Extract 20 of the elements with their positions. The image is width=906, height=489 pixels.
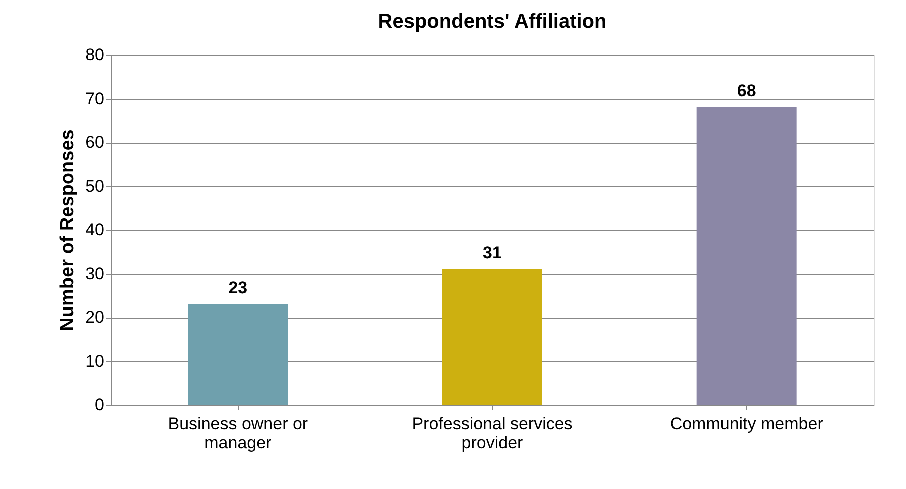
y-tick-label: 70: [86, 89, 104, 108]
chart-title: Respondents' Affiliation: [378, 11, 607, 33]
x-tick-label: Community member: [670, 414, 824, 434]
y-tick-label: 10: [86, 352, 104, 371]
data-label: 68: [737, 82, 756, 100]
y-axis-title: Number of Responses: [58, 130, 79, 332]
y-tick-label: 30: [86, 264, 104, 284]
x-tick-label: Business owner or manager: [168, 414, 308, 452]
data-label: 23: [228, 278, 248, 298]
y-tick-label: 50: [86, 176, 104, 196]
bar: [188, 304, 288, 405]
y-tick-label: 80: [86, 46, 104, 64]
y-tick-label: 40: [86, 220, 104, 240]
bar: [442, 269, 542, 405]
bar: [696, 108, 797, 405]
data-label: 31: [483, 243, 502, 262]
y-tick-label: 20: [86, 308, 104, 327]
y-tick-label: 0: [95, 396, 104, 414]
y-tick-label: 60: [86, 133, 104, 152]
x-tick-label: Professional services provider: [412, 414, 573, 452]
